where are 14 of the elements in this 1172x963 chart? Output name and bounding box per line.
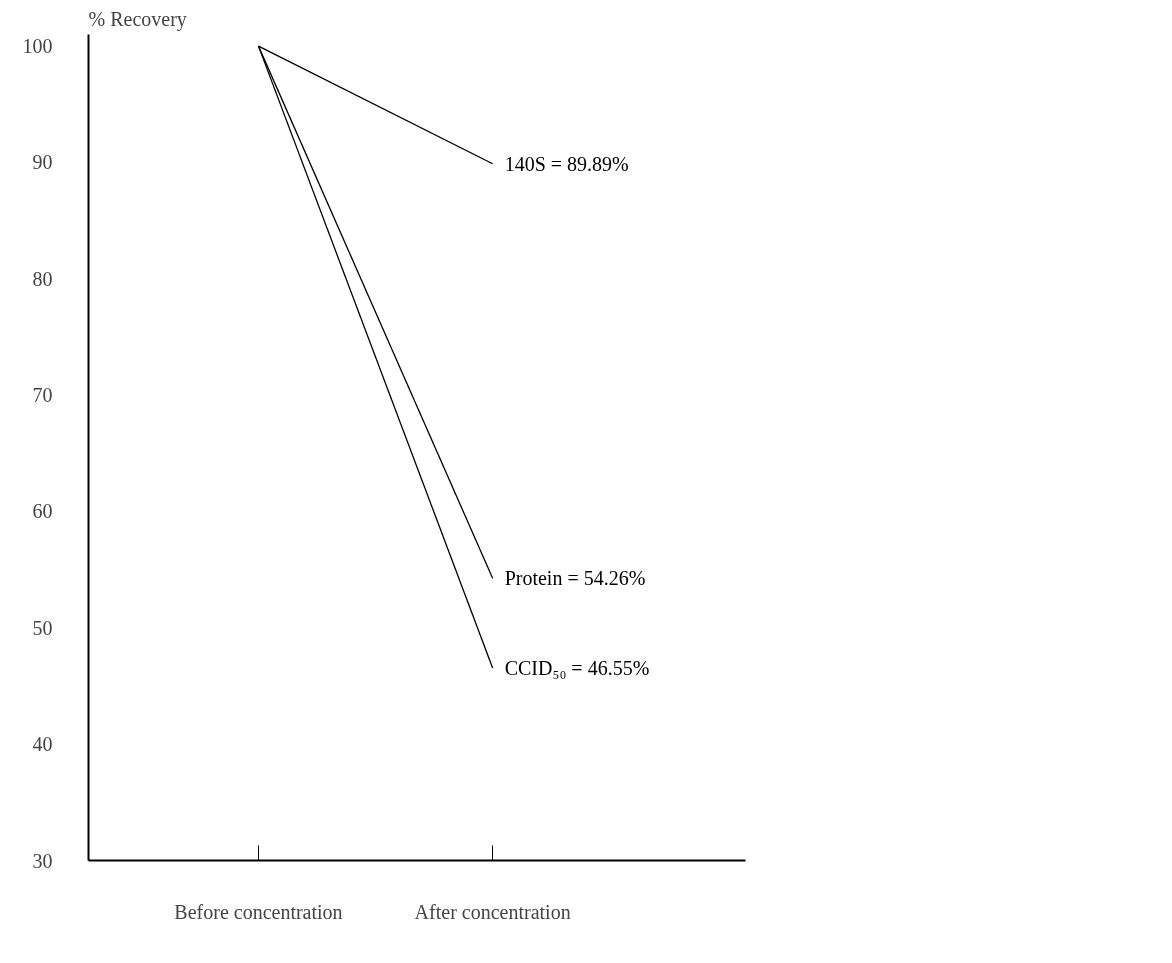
annotation: Protein = 54.26% xyxy=(504,567,646,590)
y-tick-label: 40 xyxy=(32,733,53,756)
y-tick-label: 100 xyxy=(22,35,53,58)
annotation: 140S = 89.89% xyxy=(504,152,629,175)
y-tick-label: 50 xyxy=(32,616,53,639)
y-tick-label: 30 xyxy=(32,849,53,872)
y-axis-title: % Recovery xyxy=(88,7,187,31)
x-tick-label: After concentration xyxy=(414,900,571,923)
y-tick-label: 80 xyxy=(32,267,53,290)
y-tick-label: 60 xyxy=(32,500,53,523)
y-tick-label: 70 xyxy=(32,384,53,407)
annotation: CCID₅₀ = 46.55% xyxy=(504,656,650,679)
y-tick-label: 90 xyxy=(32,151,53,174)
x-tick-label: Before concentration xyxy=(174,900,343,923)
